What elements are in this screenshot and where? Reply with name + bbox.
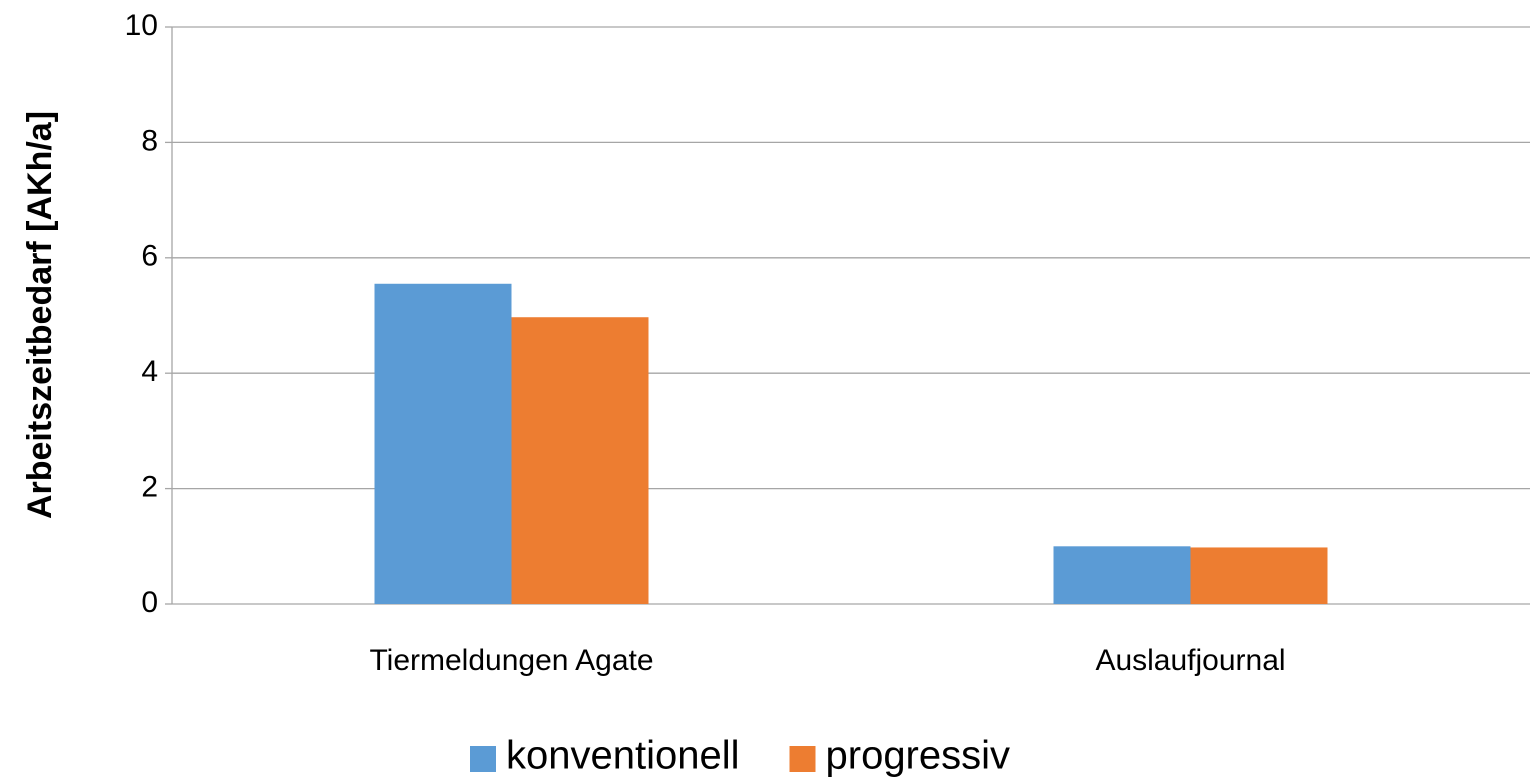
bar <box>511 317 649 604</box>
legend-swatch <box>470 746 496 772</box>
legend-swatch <box>789 746 816 772</box>
x-tick-label: Tiermeldungen Agate <box>369 644 653 677</box>
bar <box>1190 547 1328 604</box>
y-tick-label: 4 <box>141 355 158 388</box>
y-tick-label: 2 <box>141 471 158 504</box>
y-tick-label: 0 <box>141 586 158 619</box>
x-tick-label: Auslaufjournal <box>1095 644 1285 677</box>
y-tick-label: 10 <box>125 9 158 42</box>
y-tick-label: 6 <box>141 240 158 273</box>
y-axis-label: Arbeitszeitbedarf [AKh/a] <box>21 111 59 519</box>
legend-label: konventionell <box>506 734 740 778</box>
bar <box>1053 546 1191 604</box>
bar <box>374 283 512 604</box>
y-tick-label: 8 <box>141 124 158 157</box>
legend-label: progressiv <box>826 734 1011 778</box>
